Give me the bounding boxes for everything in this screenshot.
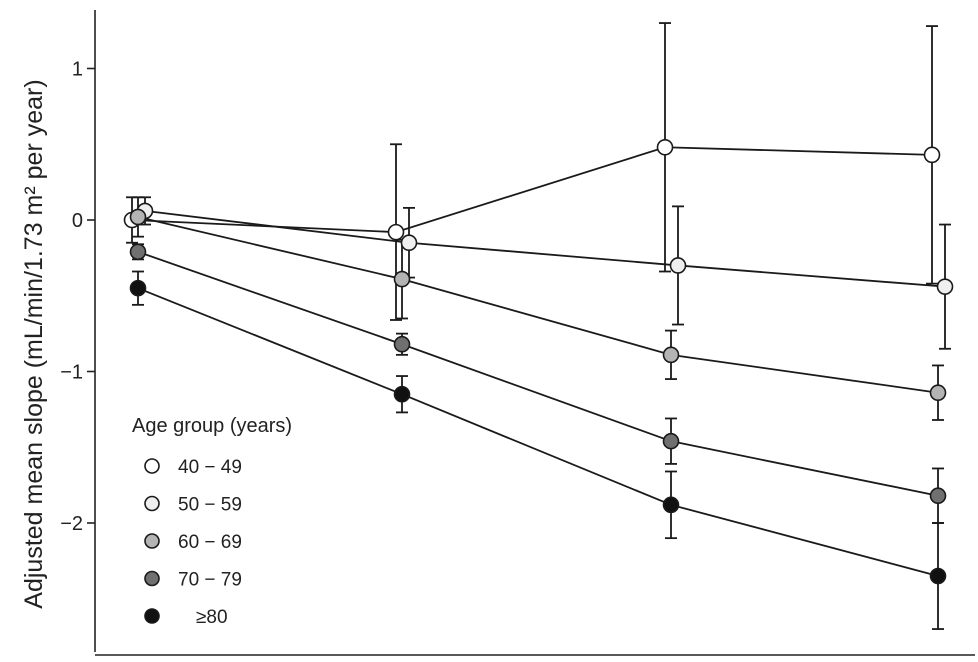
data-point: [662, 432, 680, 450]
series-line: [144, 210, 946, 288]
data-point: [929, 487, 947, 505]
data-point: [393, 335, 411, 353]
series-lines: [131, 146, 946, 577]
legend-items: 40 − 49 50 − 59 60 − 69 70 − 79 ≥80: [144, 457, 242, 628]
y-tick-label: 0: [72, 210, 83, 232]
data-point: [929, 567, 947, 585]
legend-label: ≥80: [196, 607, 228, 628]
legend-label: 70 − 79: [178, 570, 242, 591]
y-tick-label: 1: [72, 59, 83, 81]
y-tick-label: −1: [60, 362, 83, 384]
legend-marker: [144, 533, 160, 549]
data-point: [929, 384, 947, 402]
series-line: [137, 216, 939, 394]
data-point: [936, 278, 954, 295]
legend-label: 40 − 49: [178, 457, 242, 478]
data-point: [923, 146, 941, 164]
legend-marker: [144, 458, 160, 474]
y-axis-label: Adjusted mean slope (mL/min/1.73 m² per …: [20, 79, 48, 608]
data-point: [662, 496, 680, 514]
data-points: [123, 138, 954, 585]
series-line: [131, 146, 933, 234]
legend-title: Age group (years): [132, 415, 292, 437]
legend: Age group (years) 40 − 49 50 − 59 60 − 69 7…: [132, 415, 292, 628]
data-point: [393, 385, 411, 403]
error-bars: [126, 22, 951, 630]
legend-label: 50 − 59: [178, 495, 242, 516]
data-point: [129, 243, 147, 261]
data-point: [393, 270, 411, 288]
series-line: [137, 250, 939, 497]
legend-marker: [144, 608, 160, 624]
data-point: [400, 234, 418, 252]
data-point: [669, 257, 687, 274]
legend-label: 60 − 69: [178, 532, 242, 553]
legend-marker: [144, 495, 160, 512]
legend-marker: [144, 570, 160, 587]
y-tick-label: −2: [60, 513, 83, 535]
data-point: [129, 279, 147, 297]
axes: [94, 10, 975, 656]
series-line: [137, 287, 939, 577]
data-point: [662, 346, 680, 364]
data-point: [129, 208, 147, 226]
y-ticks: 1 0 −1 −2: [60, 59, 95, 535]
data-point: [387, 223, 405, 241]
data-point: [656, 138, 674, 156]
